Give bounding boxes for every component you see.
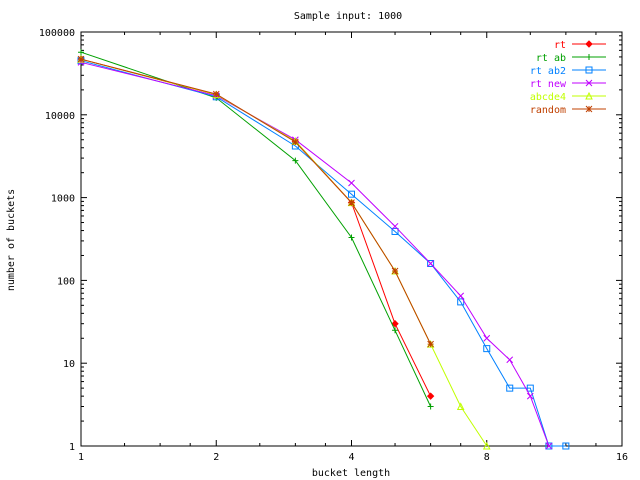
series-line — [80, 58, 432, 397]
data-point — [427, 260, 434, 267]
data-point — [212, 90, 220, 98]
legend-label: rt — [554, 40, 566, 51]
data-point — [545, 442, 553, 450]
x-tick-label: 2 — [213, 452, 219, 463]
data-point — [348, 190, 355, 198]
data-point — [77, 55, 85, 63]
legend-label: random — [530, 105, 566, 116]
data-point — [585, 79, 593, 87]
legend-label: rt ab2 — [530, 66, 566, 77]
legend-entry: rt ab2 — [530, 66, 606, 77]
data-point — [426, 392, 435, 400]
y-tick-label: 10 — [63, 359, 75, 370]
legend-entry: random — [530, 105, 606, 116]
data-point — [391, 319, 399, 328]
legend-label: rt ab — [536, 53, 566, 64]
data-point — [585, 91, 593, 100]
x-tick-label: 4 — [348, 452, 354, 463]
chart-title: Sample input: 1000 — [294, 11, 402, 22]
legend-label: rt new — [530, 79, 567, 90]
data-point — [506, 356, 514, 364]
data-point — [456, 402, 465, 410]
y-tick-label: 100 — [57, 276, 75, 287]
data-point — [457, 292, 465, 300]
x-tick-label: 1 — [78, 452, 84, 463]
data-point — [526, 392, 534, 400]
data-point — [348, 199, 355, 206]
legend-label: abcde4 — [530, 92, 566, 103]
x-axis-label: bucket length — [312, 468, 390, 479]
y-axis-label: number of buckets — [6, 189, 17, 291]
series-rt — [77, 55, 435, 400]
data-point — [392, 327, 399, 334]
data-point — [506, 384, 514, 392]
series-line — [80, 61, 550, 447]
legend-entry: abcde4 — [530, 91, 606, 103]
legend-entry: rt new — [530, 79, 606, 90]
data-point — [427, 340, 434, 348]
data-point — [562, 442, 570, 450]
data-point — [457, 298, 465, 306]
data-point — [483, 334, 491, 342]
legend: rt rt ab rt ab2 rt new abcde4 random — [530, 40, 606, 116]
y-tick-label: 10000 — [45, 111, 75, 122]
series-line — [80, 58, 488, 447]
data-point — [391, 222, 399, 230]
series-rt-new — [77, 58, 553, 450]
y-tick-label: 100000 — [39, 28, 75, 39]
data-point — [586, 54, 592, 60]
data-point — [348, 234, 355, 241]
data-point — [585, 40, 593, 48]
data-point — [526, 384, 534, 392]
axis-ticks: 1 2 4 8 16 1 10 100 1000 10000 100000 — [39, 28, 628, 463]
data-point — [483, 345, 491, 353]
data-point — [391, 227, 399, 235]
data-point — [348, 179, 355, 187]
data-point — [585, 105, 593, 113]
data-point — [545, 442, 553, 450]
data-point — [292, 138, 299, 146]
legend-entry: rt — [554, 40, 606, 51]
data-point — [292, 157, 299, 164]
series-line — [80, 51, 432, 407]
y-tick-label: 1000 — [51, 194, 75, 205]
series-rt-ab — [78, 49, 434, 410]
data-point — [482, 441, 491, 450]
x-tick-label: 16 — [616, 452, 628, 463]
x-tick-label: 8 — [484, 452, 490, 463]
series-random — [77, 55, 434, 348]
series-rt-ab2 — [77, 57, 570, 450]
legend-entry: rt ab — [536, 53, 606, 64]
data-point — [585, 66, 593, 74]
y-tick-label: 1 — [69, 442, 75, 453]
series-layer — [77, 49, 570, 450]
series-line — [80, 60, 566, 447]
data-point — [427, 259, 435, 267]
data-point — [391, 267, 399, 275]
data-point — [78, 49, 84, 56]
data-point — [427, 403, 434, 410]
series-line — [80, 58, 432, 345]
